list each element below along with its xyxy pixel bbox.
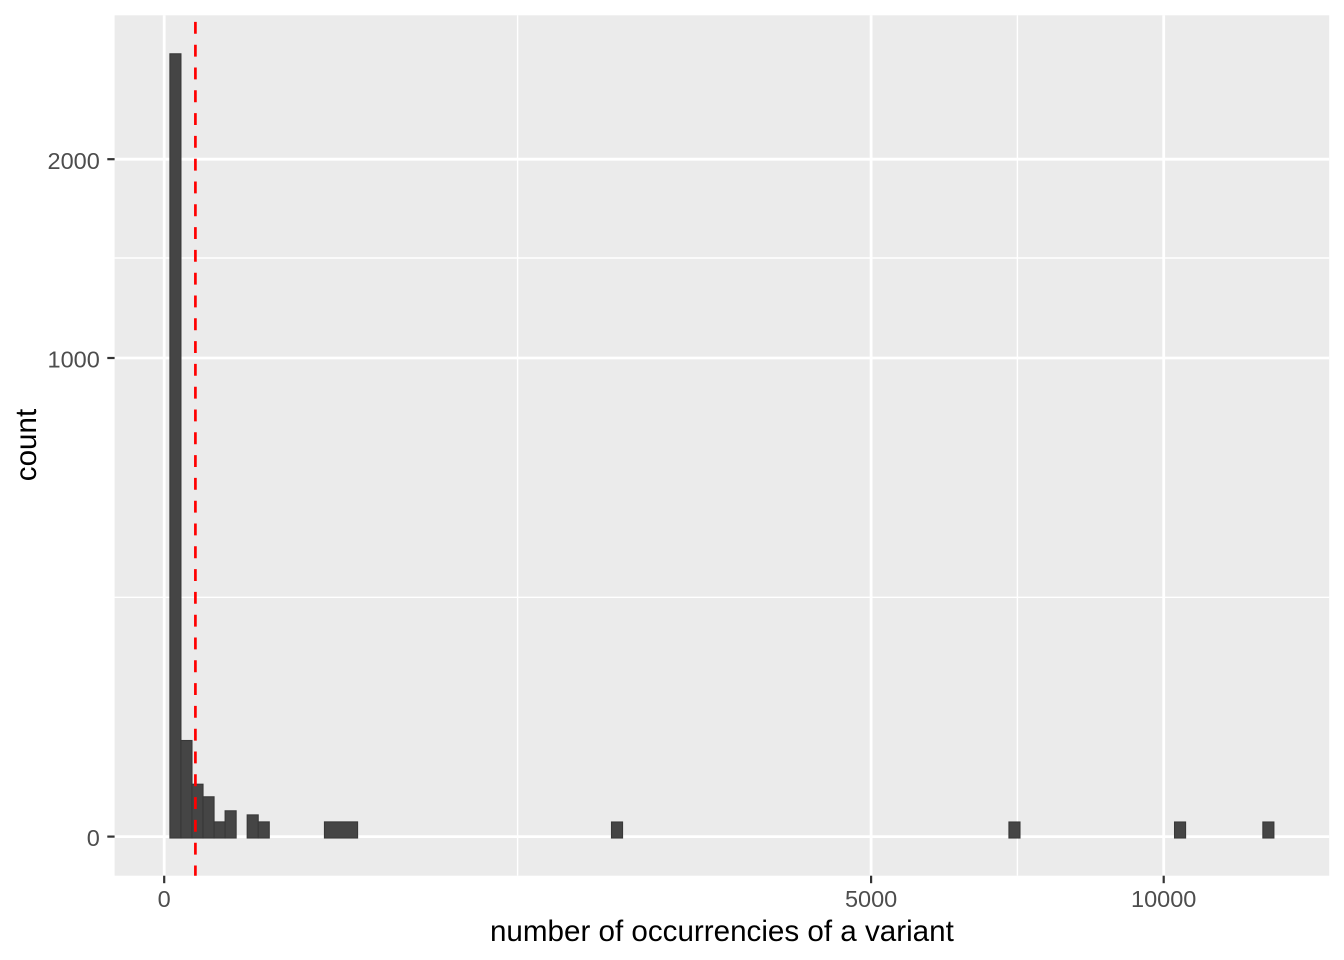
svg-text:5000: 5000 <box>845 886 897 912</box>
svg-text:0: 0 <box>158 886 171 912</box>
svg-text:number of occurrencies of a va: number of occurrencies of a variant <box>490 915 954 948</box>
svg-text:2000: 2000 <box>48 148 100 174</box>
svg-text:count: count <box>10 409 43 481</box>
svg-text:1000: 1000 <box>48 347 100 373</box>
svg-text:0: 0 <box>87 825 100 851</box>
svg-text:10000: 10000 <box>1131 886 1196 912</box>
